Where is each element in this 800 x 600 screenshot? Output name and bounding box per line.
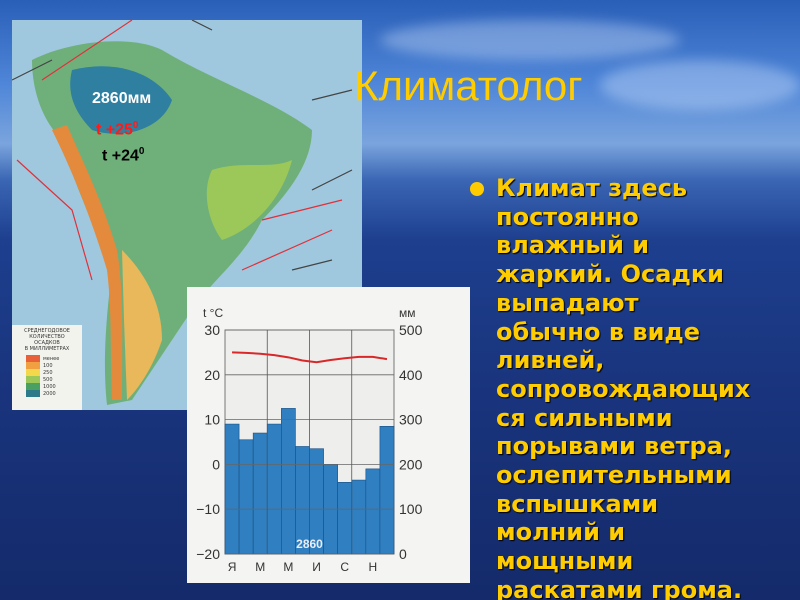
legend-swatch	[26, 376, 40, 383]
legend-label: 100	[43, 362, 53, 369]
bullet-text-line: постоянно	[496, 202, 639, 231]
left-tick-label: −10	[196, 501, 220, 517]
right-tick-label: 0	[399, 546, 407, 562]
temperature-line	[232, 351, 388, 364]
legend-item: 500	[26, 376, 80, 383]
legend-title-line: В МИЛЛИМЕТРАХ	[24, 346, 70, 352]
precipitation-bar	[252, 432, 268, 555]
bullet-text-line: ослепительными	[496, 461, 732, 490]
legend-label: 2000	[43, 390, 56, 397]
month-label: Н	[369, 560, 378, 574]
month-label: М	[283, 560, 293, 574]
month-label: М	[255, 560, 265, 574]
precipitation-bar	[365, 468, 381, 555]
legend-swatch	[26, 369, 40, 376]
left-tick-label: 30	[204, 322, 220, 338]
legend-label: 250	[43, 369, 53, 376]
month-label: И	[312, 560, 321, 574]
right-tick-label: 300	[399, 412, 423, 428]
bullet-text-line: порывами ветра,	[496, 432, 732, 461]
bullet-paragraph: Климат здесь постоянно влажный и жаркий. Ос…	[470, 174, 800, 600]
right-tick-label: 500	[399, 322, 423, 338]
left-tick-label: 20	[204, 367, 220, 383]
bullet-text-line: сопровождающих	[496, 374, 751, 403]
bullet-text-line: выпадают	[496, 288, 639, 317]
legend-item: менее	[26, 355, 80, 362]
left-tick-label: −20	[196, 546, 220, 562]
temperature-red-text: t +25	[96, 121, 133, 139]
legend-title-line: ОСАДКОВ	[34, 340, 60, 346]
left-tick-label: 10	[204, 412, 220, 428]
cloud	[380, 20, 680, 60]
bullet-text-line: Климат здесь	[496, 174, 688, 202]
precipitation-label: 2860мм	[92, 90, 152, 107]
legend-item: 100	[26, 362, 80, 369]
bullet-text-line: раскатами грома.	[496, 575, 743, 600]
bullet-text-line: ливней,	[496, 346, 605, 375]
bullet-text: Климат здесь постоянно влажный и жаркий. Ос…	[496, 174, 750, 600]
legend-title-line: КОЛИЧЕСТВО	[29, 334, 65, 340]
temperature-label-black: t +240	[102, 146, 144, 165]
bullet-text-line: влажный и	[496, 231, 650, 260]
bullet-text-line: молний и	[496, 518, 626, 547]
annual-total-label: 2860	[296, 537, 323, 551]
bullet-text-line: жаркий. Осадки	[496, 260, 724, 289]
map-legend: СРЕДНЕГОДОВОЕ КОЛИЧЕСТВО ОСАДКОВ В МИЛЛИ…	[14, 328, 80, 397]
right-tick-label: 200	[399, 456, 423, 472]
legend-swatch	[26, 390, 40, 397]
precipitation-bar	[337, 482, 353, 555]
temperature-black-text: t +24	[102, 147, 139, 165]
degree-sup: 0	[138, 146, 145, 157]
legend-swatch	[26, 355, 40, 362]
precipitation-bar	[379, 426, 395, 555]
right-tick-label: 400	[399, 367, 423, 383]
precipitation-bar	[351, 479, 367, 555]
bullet-text-line: мощными	[496, 547, 634, 576]
month-label: С	[340, 560, 349, 574]
degree-sup: 0	[132, 120, 139, 131]
precipitation-bar	[281, 408, 296, 555]
temperature-label-red: t +250	[96, 120, 138, 139]
left-tick-label: 0	[212, 456, 220, 472]
precipitation-bar	[266, 423, 282, 555]
legend-label: 500	[43, 376, 53, 383]
month-label: Я	[228, 560, 237, 574]
bullet-icon	[470, 182, 484, 196]
legend-swatch	[26, 383, 40, 390]
legend-label: 1000	[43, 383, 56, 390]
right-axis-label: мм	[399, 306, 416, 320]
bullet-text-line: вспышками	[496, 489, 659, 518]
right-tick-label: 100	[399, 501, 423, 517]
legend-item: 2000	[26, 390, 80, 397]
legend-label: менее	[43, 355, 60, 362]
bullet-text-line: ся сильными	[496, 403, 673, 432]
legend-item: 1000	[26, 383, 80, 390]
precipitation-bar	[224, 423, 240, 555]
climate-chart: 30 20 10 0 −10 −20 500 400 300 200 100 0 t °C мм Я М М И С…	[187, 287, 470, 583]
legend-swatch	[26, 362, 40, 369]
left-axis-label: t °C	[203, 306, 223, 320]
cloud	[600, 60, 800, 110]
legend-title-line: СРЕДНЕГОДОВОЕ	[24, 328, 70, 334]
legend-item: 250	[26, 369, 80, 376]
precipitation-bar	[238, 439, 254, 555]
slide-title: Климатолог	[354, 62, 583, 109]
bullet-text-line: обычно в виде	[496, 317, 701, 346]
